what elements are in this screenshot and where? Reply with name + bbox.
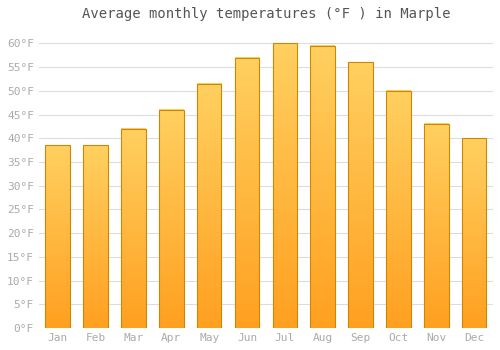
Bar [386,91,410,328]
Title: Average monthly temperatures (°F ) in Marple: Average monthly temperatures (°F ) in Ma… [82,7,450,21]
Bar [462,138,486,328]
Bar [121,129,146,328]
Bar [272,43,297,328]
Bar [46,145,70,328]
Bar [310,46,335,328]
Bar [348,62,373,328]
Bar [159,110,184,328]
Bar [234,57,260,328]
Bar [424,124,448,328]
Bar [197,84,222,328]
Bar [84,145,108,328]
